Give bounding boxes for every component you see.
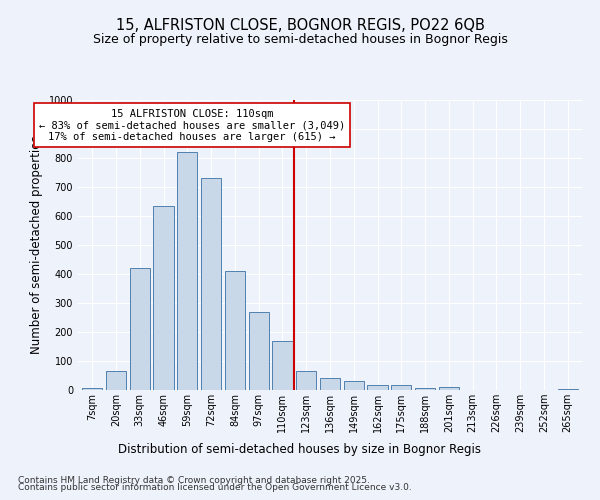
Bar — [248, 312, 269, 390]
Text: 15, ALFRISTON CLOSE, BOGNOR REGIS, PO22 6QB: 15, ALFRISTON CLOSE, BOGNOR REGIS, PO22 … — [116, 18, 484, 32]
Y-axis label: Number of semi-detached properties: Number of semi-detached properties — [30, 136, 43, 354]
Text: Distribution of semi-detached houses by size in Bognor Regis: Distribution of semi-detached houses by … — [119, 442, 482, 456]
Text: 15 ALFRISTON CLOSE: 110sqm
← 83% of semi-detached houses are smaller (3,049)
17%: 15 ALFRISTON CLOSE: 110sqm ← 83% of semi… — [39, 108, 345, 142]
Bar — [415, 388, 435, 390]
Bar — [201, 178, 221, 390]
Bar — [106, 371, 126, 390]
Bar — [344, 382, 364, 390]
Bar — [320, 378, 340, 390]
Bar — [367, 385, 388, 390]
Bar — [272, 340, 293, 390]
Bar — [82, 388, 103, 390]
Bar — [154, 206, 173, 390]
Bar — [177, 152, 197, 390]
Bar — [557, 388, 578, 390]
Text: Size of property relative to semi-detached houses in Bognor Regis: Size of property relative to semi-detach… — [92, 32, 508, 46]
Bar — [391, 385, 412, 390]
Bar — [130, 268, 150, 390]
Text: Contains HM Land Registry data © Crown copyright and database right 2025.: Contains HM Land Registry data © Crown c… — [18, 476, 370, 485]
Text: Contains public sector information licensed under the Open Government Licence v3: Contains public sector information licen… — [18, 484, 412, 492]
Bar — [225, 271, 245, 390]
Bar — [439, 387, 459, 390]
Bar — [296, 371, 316, 390]
